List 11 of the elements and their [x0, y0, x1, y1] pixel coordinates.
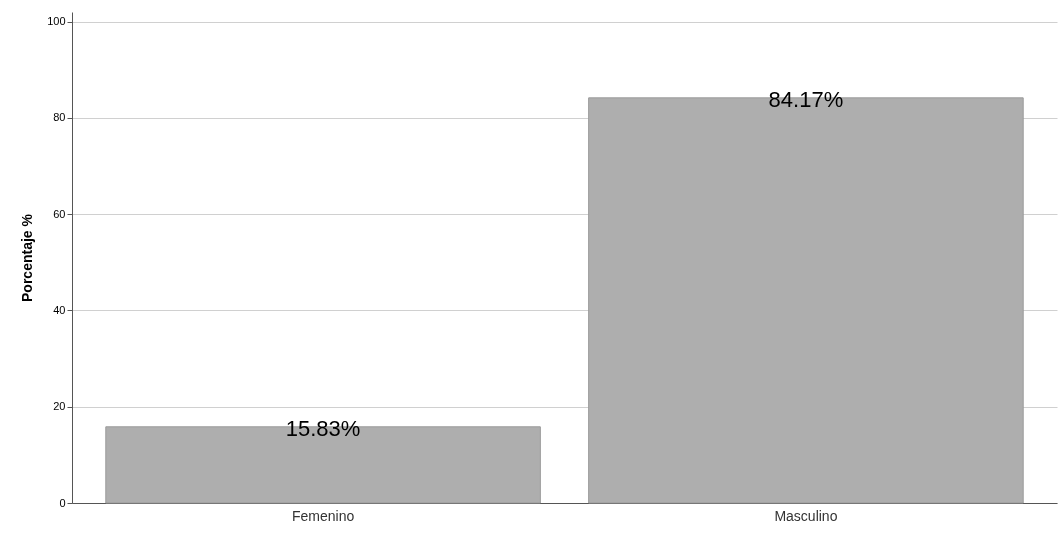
- x-tick-label: Masculino: [774, 507, 838, 524]
- y-tick-label: 40: [53, 303, 66, 316]
- y-tick-label: 100: [47, 15, 66, 28]
- y-tick-label: 20: [53, 400, 66, 413]
- data-label: 15.83%: [285, 415, 361, 441]
- y-tick-label: 80: [53, 111, 66, 124]
- data-label: 84.17%: [768, 86, 844, 112]
- x-tick-label: Femenino: [291, 507, 355, 524]
- y-tick-label: 60: [53, 207, 66, 220]
- y-tick-label: 0: [59, 496, 66, 509]
- y-axis-title: Porcentaje %: [19, 213, 36, 302]
